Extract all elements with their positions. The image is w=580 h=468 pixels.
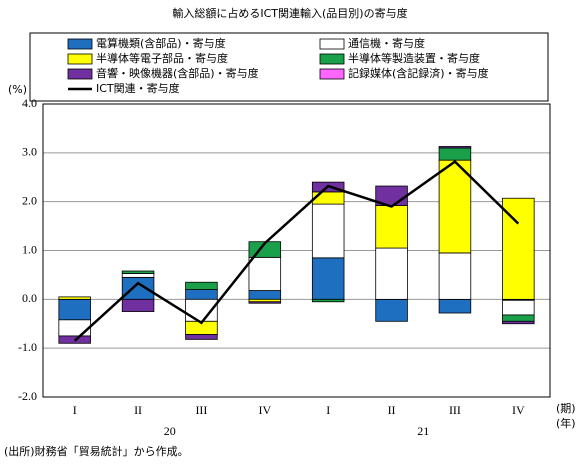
source-note: (出所)財務省「貿易統計」から作成。 [4,444,189,458]
x-tick-label: III [449,403,461,417]
bar-segment [502,320,535,325]
bar-segment [121,298,155,312]
legend-swatch [319,68,345,80]
plot-frame [42,103,551,398]
x-tick-label: I [73,403,77,417]
bar-segment [58,296,91,300]
y-tick-label: 4.0 [22,96,37,110]
bar-segment [311,298,345,303]
bar-segment [438,147,472,161]
bar-segment [311,203,345,259]
bar-segment [248,290,282,300]
bar-segment [502,299,535,316]
legend-label: 通信機・寄与度 [348,36,425,50]
line-series [73,159,520,342]
bar-segment [502,197,535,300]
bar-segment [121,270,155,274]
bar-segment [375,247,408,300]
legend-box [29,32,549,102]
legend-label: 半導体等電子部品・寄与度 [96,51,228,65]
y-tick-label: 2.0 [22,193,37,207]
y-tick-label: 3.0 [22,145,37,159]
y-tick-label: -1.0 [18,340,37,354]
bar-segment [375,298,408,322]
x-tick-label: II [388,403,396,417]
bar-segment [185,289,218,300]
y-axis-label: (%) [8,83,27,96]
bar-segment [438,298,472,314]
x-tick-label: I [326,403,330,417]
legend-label: 半導体等製造装置・寄与度 [348,51,480,65]
bar-segment [375,205,408,249]
bar-segment [121,276,155,300]
bar-segment [502,314,535,322]
y-tick-label: 0.0 [22,291,37,305]
bar-segment [438,146,472,149]
legend-swatch [67,53,93,65]
bar-segment [58,319,91,337]
bar-segment [248,256,282,291]
chart-title: 輸入総額に占めるICT関連輸入(品目別)の寄与度 [172,6,407,20]
bar-segment [185,281,218,290]
legend-label: 記録媒体(含記録済)・寄与度 [348,66,489,80]
x-axis-label: (期) [556,402,576,415]
y-tick-label: -2.0 [18,389,37,403]
legend-swatch [319,38,345,50]
year-label: 21 [417,424,429,438]
y-tick-label: 1.0 [22,242,37,256]
bar-segment [311,257,345,300]
legend-swatch [67,38,93,50]
bar-segment [121,273,155,278]
x-axis-label-2: (年) [556,416,576,430]
bar-segment [311,191,345,205]
legend-label: 電算機類(含部品)・寄与度 [96,36,226,50]
x-tick-label: IV [258,403,271,417]
bar-segment [185,334,218,340]
legend-label: 音響・映像機器(含部品)・寄与度 [96,66,259,80]
x-tick-label: IV [512,403,525,417]
year-label: 20 [164,424,176,438]
legend-label: ICT関連・寄与度 [96,81,180,95]
bar-segment [438,252,472,300]
x-tick-label: II [134,403,142,417]
legend-swatch [319,53,345,65]
bar-segment [248,301,282,304]
x-tick-label: III [195,403,207,417]
legend-swatch [67,68,93,80]
bar-segment [58,298,91,321]
